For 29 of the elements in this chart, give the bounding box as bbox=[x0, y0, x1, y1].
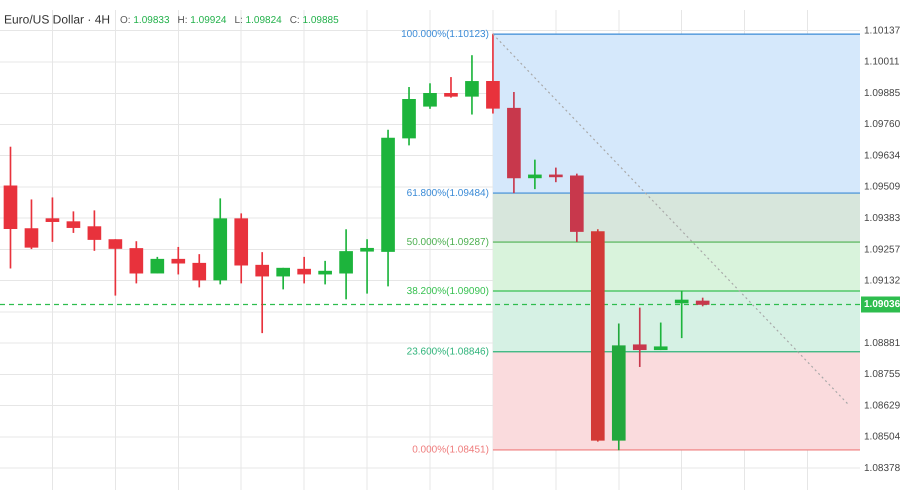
y-tick-label: 1.08504 bbox=[864, 432, 900, 443]
annotation: O: 1.09833 bbox=[120, 14, 170, 26]
y-tick-label: 1.08881 bbox=[864, 338, 900, 349]
y-tick-label: 1.10137 bbox=[864, 25, 900, 36]
y-tick-label: 1.09132 bbox=[864, 275, 900, 286]
ref-line-label: 100.000%(1.10123) bbox=[401, 28, 489, 40]
y-tick-label: 1.09634 bbox=[864, 150, 900, 162]
ref-line-label: 50.000%(1.09287) bbox=[406, 236, 489, 248]
chart-title: Euro/US Dollar · 4H bbox=[4, 12, 110, 26]
y-tick-label: 1.10011 bbox=[864, 56, 900, 68]
y-tick-label: 1.09509 bbox=[864, 182, 900, 193]
candlestick bbox=[46, 197, 60, 242]
y-tick-label: 1.09257 bbox=[864, 244, 900, 256]
ref-line-label: 0.000%(1.08451) bbox=[412, 444, 489, 456]
y-tick-label: 1.09885 bbox=[864, 88, 900, 100]
ref-line-label: 23.600%(1.08846) bbox=[406, 346, 489, 358]
y-tick-label: 1.08755 bbox=[864, 369, 900, 380]
candlestick bbox=[444, 77, 458, 98]
annotation: C: 1.09885 bbox=[290, 14, 340, 26]
ref-line-label: 61.800%(1.09484) bbox=[406, 188, 489, 199]
y-tick-label: 1.09383 bbox=[864, 212, 900, 224]
ref-line-label: 1.09036 bbox=[864, 299, 900, 310]
annotation: H: 1.09924 bbox=[178, 14, 227, 26]
candlestick bbox=[360, 239, 374, 294]
y-tick-label: 1.09760 bbox=[864, 119, 900, 130]
y-tick-label: 1.08378 bbox=[864, 462, 900, 474]
y-tick-label: 1.08629 bbox=[864, 400, 900, 412]
annotation: L: 1.09824 bbox=[234, 14, 282, 26]
ref-line-label: 38.200%(1.09090) bbox=[406, 286, 489, 297]
